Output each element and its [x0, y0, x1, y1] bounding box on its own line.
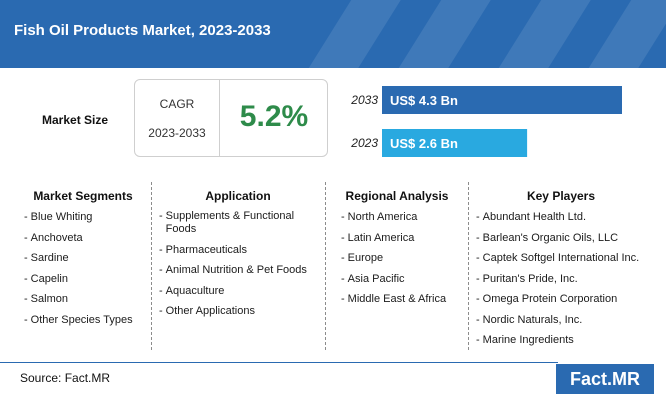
column-divider: [151, 182, 152, 350]
column-divider: [468, 182, 469, 350]
list-item: - Puritan's Pride, Inc.: [476, 272, 578, 285]
list-item: - Europe: [341, 252, 384, 264]
fact-mr-logo: Fact.MR: [556, 364, 654, 394]
list-item: - Captek Softgel International Inc.: [476, 252, 640, 264]
header-decor-stripe: [570, 0, 666, 68]
segment-list: - Blue Whiting - Anchoveta - Sardine - Capel…: [18, 210, 148, 327]
list-item: - Salmon: [24, 293, 68, 305]
market-size-label: Market Size: [42, 113, 109, 127]
list-item: - Nordic Naturals, Inc.: [476, 313, 583, 326]
bar-value-label: US$ 4.3 Bn: [390, 93, 458, 108]
list-item: - Omega Protein Corporation: [476, 293, 618, 305]
player-list: - Abundant Health Ltd. - Barlean's Organic…: [472, 210, 650, 347]
list-item: - Anchoveta: [24, 231, 83, 244]
list-item: - Other Species Types: [24, 313, 133, 326]
list-item: - Pharmaceuticals: [159, 243, 247, 256]
market-size-bar-chart: 2033 US$ 4.3 Bn 2023 US$ 2.6 Bn: [350, 86, 622, 157]
list-item: - Blue Whiting: [24, 211, 93, 223]
list-item: - Supplements & Functional Foods: [159, 210, 295, 235]
bar-value-label: US$ 2.6 Bn: [390, 136, 458, 151]
region-list: - North America - Latin America - Europe -A…: [329, 210, 465, 306]
cagr-period: 2023-2033: [148, 126, 206, 140]
cagr-value: 5.2%: [239, 100, 309, 133]
application-list: - Supplements & Functional Foods - Pharmac…: [155, 210, 321, 318]
column-divider: [325, 182, 326, 350]
list-item: - Asia Pacific: [341, 272, 405, 285]
column-regional-analysis: Regional Analysis - North America - Latin …: [329, 176, 465, 313]
column-application: Application - Supplements & Functional Fo…: [155, 176, 321, 325]
bar-year-label: 2033: [350, 93, 378, 107]
bar-2023: [382, 129, 528, 157]
column-heading: Application: [205, 189, 271, 203]
bar-2033: [382, 86, 622, 114]
header-decor-stripe: [290, 0, 412, 68]
column-key-players: Key Players - Abundant Health Ltd. - Barle…: [472, 176, 650, 354]
cagr-divider: [219, 80, 220, 156]
source-note: Source: Fact.MR: [20, 371, 111, 385]
column-market-segments: Market Segments - Blue Whiting - Anchoveta…: [18, 176, 148, 333]
segmentation-table: Market Segments - Blue Whiting - Anchoveta…: [18, 176, 650, 354]
footer-divider: [0, 362, 558, 363]
header-banner: Fish Oil Products Market, 2023-2033: [0, 0, 666, 68]
list-item: - Capelin: [24, 272, 68, 285]
column-heading: Regional Analysis: [345, 189, 449, 203]
cagr-card: CAGR 2023-2033 5.2%: [134, 79, 328, 157]
list-item: - North America: [341, 211, 418, 223]
list-item: - Marine Ingredients: [476, 334, 574, 346]
list-item: - Latin America: [341, 231, 415, 244]
header-decor-stripe: [380, 0, 502, 68]
list-item: - Sardine: [24, 252, 69, 264]
page-title: Fish Oil Products Market, 2023-2033: [14, 22, 271, 39]
header-decor-stripe: [480, 0, 602, 68]
cagr-label: CAGR: [159, 97, 195, 111]
list-item: - Middle East & Africa: [341, 293, 447, 305]
list-item: - Other Applications: [159, 305, 255, 317]
list-item: - Animal Nutrition & Pet Foods: [159, 264, 307, 276]
list-item: - Aquaculture: [159, 284, 225, 297]
column-heading: Key Players: [526, 189, 596, 203]
list-item: - Barlean's Organic Oils, LLC: [476, 231, 619, 244]
column-heading: Market Segments: [33, 189, 133, 203]
bar-year-label: 2023: [350, 136, 378, 150]
list-item: - Abundant Health Ltd.: [476, 211, 587, 223]
